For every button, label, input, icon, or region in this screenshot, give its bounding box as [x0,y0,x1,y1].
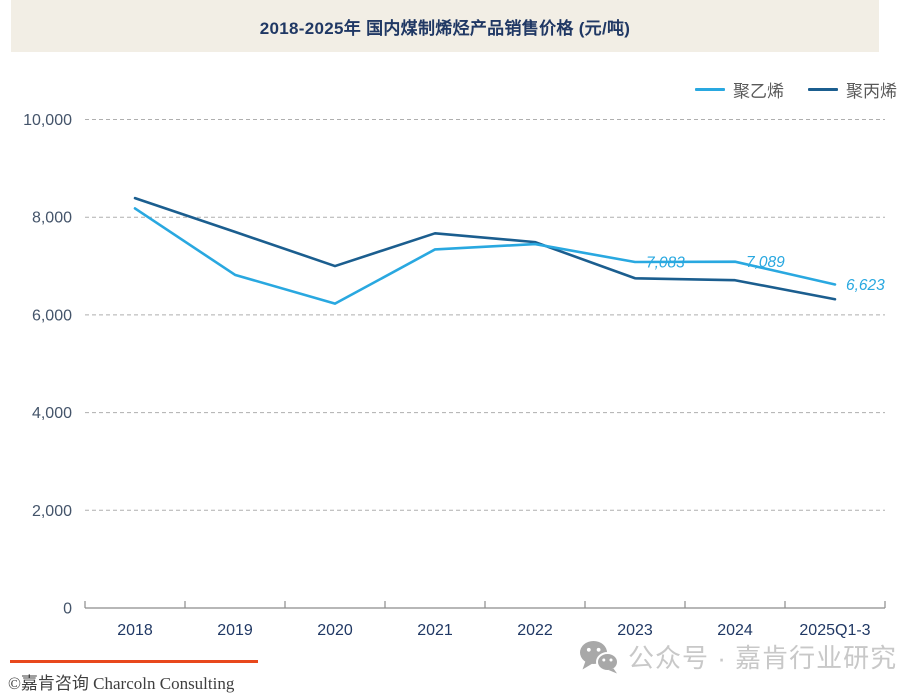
x-axis-label: 2022 [517,622,553,639]
wechat-icon [580,640,619,673]
legend-item: 聚丙烯 [808,77,897,102]
series-line-聚丙烯 [133,196,837,301]
legend-line-swatch [695,88,725,91]
x-axis-label: 2020 [317,622,353,639]
series-line-聚乙烯 [133,207,837,305]
y-axis-label: 4,000 [32,405,72,422]
wechat-badge: 公众号 · 嘉肯行业研究 [579,638,897,675]
y-axis-label: 10,000 [23,112,72,129]
y-axis-label: 6,000 [32,307,72,324]
x-axis-label: 2018 [117,622,153,639]
legend-line-swatch [808,88,838,91]
y-axis-label: 8,000 [32,210,72,227]
y-axis-label: 2,000 [32,503,72,520]
brand-divider [10,660,258,663]
data-label: 7,089 [746,254,785,271]
legend-label: 聚丙烯 [846,82,897,101]
line-chart: 0 2,000 4,000 6,000 8,000 10,000 2018 2019 2020 2… [23,112,886,639]
x-axis-label: 2023 [617,622,653,639]
chart-title: 2018-2025年 国内煤制烯烃产品销售价格 (元/吨) [259,18,631,38]
legend-item: 聚乙烯 [695,77,784,102]
data-label: 7,083 [646,254,685,271]
x-axis-label: 2025Q1-3 [799,622,870,639]
x-axis-label: 2019 [217,622,253,639]
legend: 聚乙烯 聚丙烯 [695,77,897,102]
copyright-text: ©嘉肯咨询 Charcoln Consulting [8,674,235,693]
wechat-text: 公众号 · 嘉肯行业研究 [628,643,898,673]
x-axis-label: 2021 [417,622,453,639]
x-axis-label: 2024 [717,622,753,639]
y-axis-label: 0 [63,601,72,618]
legend-label: 聚乙烯 [733,82,784,101]
data-label: 6,623 [846,277,885,294]
chart-title-band: 2018-2025年 国内煤制烯烃产品销售价格 (元/吨) [11,0,879,52]
